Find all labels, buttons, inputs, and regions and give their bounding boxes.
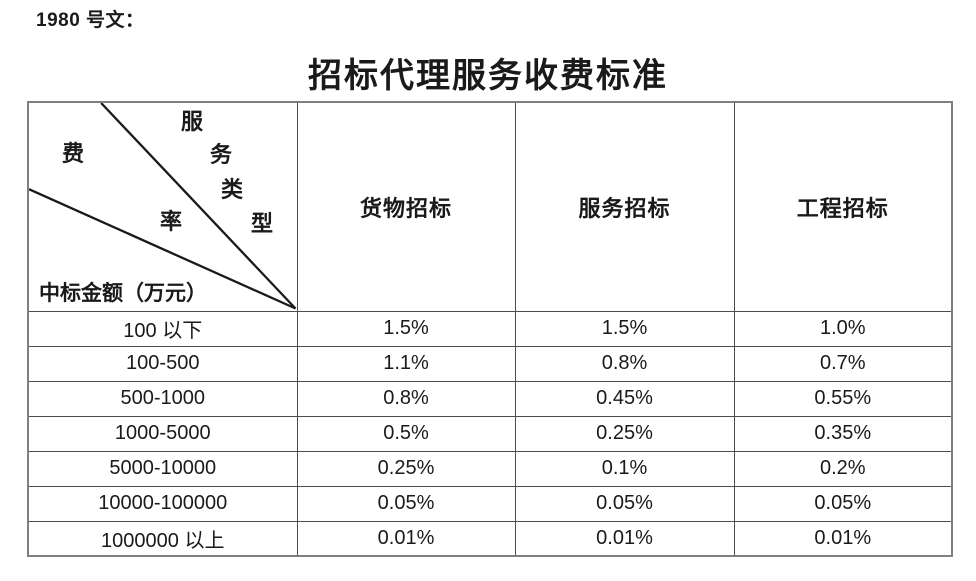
corner-fee-rate-char: 费 <box>62 141 85 166</box>
rate-cell: 0.25% <box>296 450 516 487</box>
page-title: 招标代理服务收费标准 <box>308 58 668 95</box>
rate-cell: 0.8% <box>514 345 735 382</box>
rate-cell: 0.1% <box>514 450 735 487</box>
rate-cell: 0.45% <box>514 380 735 417</box>
rate-cell: 1.5% <box>514 310 735 347</box>
table-row: 1000000 以上 0.01% 0.01% 0.01% <box>27 520 953 557</box>
fee-standard-table: 费 率 服 务 类 型 中标金额（万元） 货物招标 服务招标 工程招标 100 … <box>27 101 953 557</box>
rate-cell: 1.1% <box>296 345 516 382</box>
column-header-service-bidding: 服务招标 <box>514 101 735 312</box>
column-header-goods-bidding: 货物招标 <box>296 101 516 312</box>
diagonal-corner-cell: 费 率 服 务 类 型 中标金额（万元） <box>27 101 298 312</box>
corner-service-type-char: 类 <box>221 177 244 202</box>
amount-range-cell: 5000-10000 <box>27 450 298 487</box>
rate-cell: 0.5% <box>296 415 516 452</box>
corner-service-type-char: 服 <box>181 109 204 134</box>
rate-cell: 0.01% <box>296 520 516 557</box>
corner-fee-rate-char: 率 <box>160 209 183 234</box>
table-row: 500-1000 0.8% 0.45% 0.55% <box>27 380 953 417</box>
rate-cell: 0.7% <box>733 345 953 382</box>
amount-range-cell: 1000-5000 <box>27 415 298 452</box>
diagonal-divider-lines-icon <box>29 103 296 310</box>
table-row: 10000-100000 0.05% 0.05% 0.05% <box>27 485 953 522</box>
table-row: 1000-5000 0.5% 0.25% 0.35% <box>27 415 953 452</box>
rate-cell: 0.01% <box>514 520 735 557</box>
amount-range-cell: 1000000 以上 <box>27 520 298 557</box>
rate-cell: 0.01% <box>733 520 953 557</box>
rate-cell: 0.55% <box>733 380 953 417</box>
corner-amount-axis-label: 中标金额（万元） <box>39 281 207 305</box>
amount-range-cell: 500-1000 <box>27 380 298 417</box>
rate-cell: 0.35% <box>733 415 953 452</box>
amount-range-cell: 10000-100000 <box>27 485 298 522</box>
rate-cell: 0.05% <box>733 485 953 522</box>
rate-cell: 0.05% <box>514 485 735 522</box>
table-header-row: 费 率 服 务 类 型 中标金额（万元） 货物招标 服务招标 工程招标 <box>27 101 953 312</box>
amount-range-cell: 100-500 <box>27 345 298 382</box>
rate-cell: 1.0% <box>733 310 953 347</box>
rate-cell: 0.25% <box>514 415 735 452</box>
corner-service-type-char: 型 <box>251 211 274 236</box>
rate-cell: 0.05% <box>296 485 516 522</box>
amount-range-cell: 100 以下 <box>27 310 298 347</box>
table-row: 5000-10000 0.25% 0.1% 0.2% <box>27 450 953 487</box>
table-row: 100 以下 1.5% 1.5% 1.0% <box>27 310 953 347</box>
column-header-works-bidding: 工程招标 <box>733 101 953 312</box>
table-row: 100-500 1.1% 0.8% 0.7% <box>27 345 953 382</box>
rate-cell: 0.2% <box>733 450 953 487</box>
corner-service-type-char: 务 <box>210 142 233 167</box>
document-number-label: 1980 号文： <box>36 10 145 31</box>
rate-cell: 0.8% <box>296 380 516 417</box>
rate-cell: 1.5% <box>296 310 516 347</box>
